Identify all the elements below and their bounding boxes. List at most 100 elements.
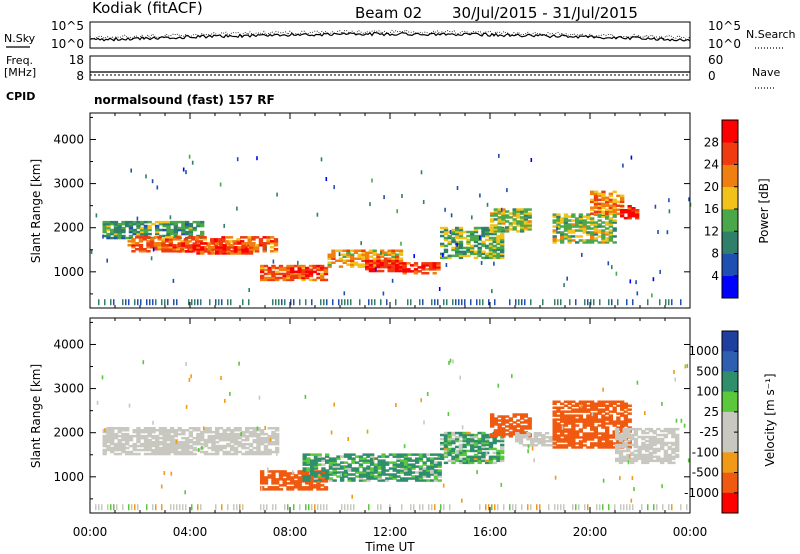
velocity-speck (163, 471, 166, 475)
velocity-echo-cell (166, 448, 171, 452)
power-echo-cell (627, 214, 632, 218)
velocity-echo-cell (293, 482, 299, 485)
velocity-echo-cell (302, 477, 307, 480)
velocity-echo-cell (306, 475, 311, 478)
power-echo-cell (492, 254, 497, 258)
power-ytick-label: 2000 (53, 221, 84, 235)
velocity-echo-cell (200, 430, 205, 434)
velocity-echo-cell (481, 451, 486, 455)
velocity-echo-cell (415, 461, 420, 464)
velocity-echo-cell (571, 404, 576, 407)
velocity-echo-cell (473, 433, 479, 437)
power-echo-cell (590, 227, 595, 230)
power-echo-cell (128, 234, 134, 238)
velocity-clutter-cell (647, 504, 649, 511)
velocity-clutter-cell (599, 504, 601, 511)
power-echo-cell (372, 257, 377, 260)
velocity-echo-cell (102, 440, 107, 444)
power-echo-cell (368, 267, 374, 271)
power-echo-cell (425, 264, 430, 267)
power-echo-cell (605, 221, 610, 224)
power-echo-cell (496, 246, 501, 250)
velocity-echo-cell (433, 461, 439, 464)
power-speck (450, 213, 453, 218)
velocity-echo-cell (267, 450, 272, 454)
velocity-echo-cell (245, 446, 250, 450)
power-echo-cell (251, 250, 256, 253)
power-echo-cell (222, 250, 227, 253)
velocity-echo-cell (226, 429, 231, 432)
power-echo-cell (578, 227, 584, 230)
power-echo-cell (601, 233, 606, 236)
power-echo-cell (451, 238, 456, 242)
velocity-echo-cell (415, 465, 420, 468)
velocity-echo-cell (132, 434, 137, 438)
power-echo-cell (575, 217, 580, 220)
velocity-echo-cell (403, 463, 409, 466)
power-echo-cell (338, 257, 344, 260)
velocity-echo-cell (485, 439, 490, 443)
velocity-echo-cell (656, 439, 661, 443)
velocity-echo-cell (297, 484, 302, 487)
velocity-echo-cell (578, 408, 584, 411)
velocity-echo-cell (500, 443, 505, 447)
velocity-echo-cell (188, 440, 194, 444)
velocity-speck (636, 380, 639, 385)
power-echo-cell (191, 236, 196, 239)
power-echo-cell (185, 244, 190, 247)
power-echo-cell (380, 255, 385, 258)
power-echo-cell (398, 267, 404, 271)
velocity-echo-cell (271, 432, 276, 436)
power-echo-cell (608, 208, 614, 211)
power-echo-cell (612, 208, 617, 211)
velocity-echo-cell (593, 402, 599, 405)
power-echo-cell (391, 257, 396, 260)
power-clutter-cell (647, 299, 649, 306)
velocity-echo-cell (325, 459, 330, 462)
velocity-clutter-cell (260, 504, 262, 511)
power-speck (325, 177, 328, 181)
velocity-echo-cell (648, 447, 654, 451)
velocity-echo-cell (275, 482, 280, 485)
power-echo-cell (136, 224, 141, 228)
power-echo-cell (136, 230, 141, 234)
power-echo-cell (263, 278, 269, 282)
power-echo-cell (473, 240, 479, 244)
power-echo-cell (501, 216, 506, 219)
velocity-echo-cell (403, 479, 409, 482)
velocity-echo-cell (590, 424, 595, 427)
velocity-echo-cell (616, 426, 621, 429)
velocity-echo-cell (136, 427, 141, 430)
velocity-echo-cell (430, 465, 435, 468)
velocity-echo-cell (162, 450, 167, 454)
power-clutter-cell (344, 299, 346, 306)
velocity-clutter-cell (377, 504, 379, 511)
velocity-echo-cell (597, 402, 602, 405)
power-echo-cell (157, 242, 162, 245)
velocity-echo-cell (497, 419, 502, 422)
velocity-echo-cell (490, 433, 495, 436)
velocity-echo-cell (615, 435, 620, 439)
power-echo-cell (455, 226, 460, 230)
power-echo-cell (421, 266, 426, 269)
power-echo-cell (323, 272, 329, 276)
power-echo-cell (563, 213, 569, 216)
power-speck (380, 251, 382, 256)
velocity-echo-cell (373, 469, 379, 472)
velocity-speck (403, 444, 406, 449)
power-echo-cell (527, 228, 532, 231)
power-echo-cell (181, 220, 186, 224)
power-echo-cell (233, 248, 239, 251)
power-echo-cell (335, 259, 340, 262)
velocity-echo-cell (563, 404, 569, 407)
power-echo-cell (516, 216, 521, 219)
power-echo-cell (200, 224, 205, 228)
velocity-echo-cell (403, 465, 409, 468)
velocity-echo-cell (233, 440, 239, 444)
velocity-echo-cell (196, 438, 201, 442)
velocity-echo-cell (605, 422, 610, 425)
velocity-clutter-cell (161, 504, 163, 511)
velocity-echo-cell (508, 427, 514, 430)
velocity-echo-cell (362, 467, 367, 470)
